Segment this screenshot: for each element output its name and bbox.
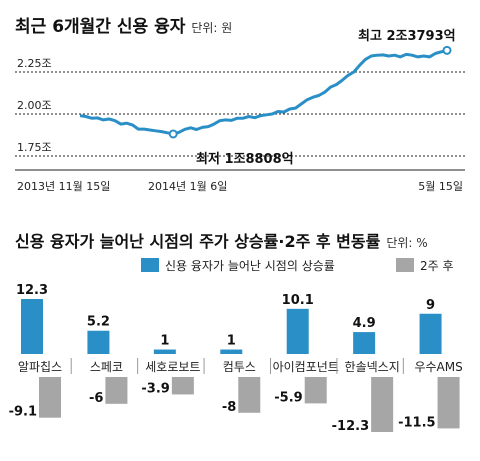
min-point-marker [168,129,178,139]
bar-layer: 12.3 -9.1 알파칩스 5.2 -6 스페코 1 -3.9 세호로보트 1 -8 컴투스 10.1… [9,283,463,434]
bottom-chart-title-row: 신용 융자가 늘어난 시점의 주가 상승률·2주 후 변동률 단위: % [15,228,428,252]
bar-value-label-series1: 5.2 [87,315,110,330]
top-chart-title: 최근 6개월간 신용 융자 [15,17,186,37]
legend-swatch-series1 [141,258,159,272]
legend-label-series2: 2주 후 [420,259,454,273]
bar-value-label-series1: 1 [227,334,236,349]
bottom-chart-title: 신용 융자가 늘어난 시점의 주가 상승률·2주 후 변동률 [15,232,381,251]
bar-series1 [419,313,442,354]
category-label: 스페코 [90,360,123,374]
min-annotation: 최저 1조8808억 [196,152,294,167]
legend-label-series1: 신용 융자가 늘어난 시점의 상승률 [165,259,335,273]
line-path [79,48,448,136]
category-label: 알파칩스 [18,360,62,374]
top-chart-title-row: 최근 6개월간 신용 융자 단위: 원 [15,12,232,37]
bar-value-label-series2: -8 [222,400,236,415]
bar-series2 [238,377,261,413]
bar-series1 [21,299,43,354]
x-tick-label: 2013년 11월 15일 [17,179,110,193]
bar-value-label-series1: 4.9 [353,316,376,331]
bar-value-label-series2: -12.3 [332,419,369,434]
bar-value-label-series1: 9 [426,298,435,313]
y-tick-label: 1.75조 [17,141,52,154]
bottom-chart-unit: 단위: % [386,236,428,250]
bar-value-label-series1: 1 [160,334,169,349]
x-tick-label: 5월 15일 [418,179,463,193]
top-chart-unit: 단위: 원 [191,21,233,35]
category-label: 우수AMS [414,360,462,374]
category-label: 컴투스 [223,360,256,374]
bar-series2 [171,377,194,395]
max-point-marker [442,45,452,55]
legend-swatch-series2 [396,258,414,272]
y-tick-label: 2.00조 [17,99,52,112]
line-series [79,45,452,139]
max-annotation: 최고 2조3793억 [358,29,456,44]
bar-value-label-series1: 10.1 [282,293,314,308]
bar-value-label-series2: -9.1 [9,405,37,420]
bar-series2 [437,377,460,429]
category-label: 세호로보트 [145,360,200,374]
category-label: 아이컴포넌트 [273,360,339,374]
bar-series1 [220,349,243,354]
bar-series1 [153,349,176,354]
x-tick-label: 2014년 1월 6일 [148,179,227,193]
bar-series2 [105,377,128,404]
bar-series2 [39,377,61,418]
bar-series1 [286,308,309,354]
bar-value-label-series2: -11.5 [398,415,435,430]
category-label: 한솔넥스지 [345,360,400,374]
bar-series2 [371,377,394,432]
bar-value-label-series1: 12.3 [16,283,48,298]
bar-series1 [353,332,376,354]
bar-series2 [304,377,327,404]
bar-value-label-series2: -6 [89,391,103,406]
bar-series1 [87,330,110,354]
bar-value-label-series2: -5.9 [274,390,302,405]
y-tick-label: 2.25조 [17,57,52,70]
bar-value-label-series2: -3.9 [141,381,169,396]
